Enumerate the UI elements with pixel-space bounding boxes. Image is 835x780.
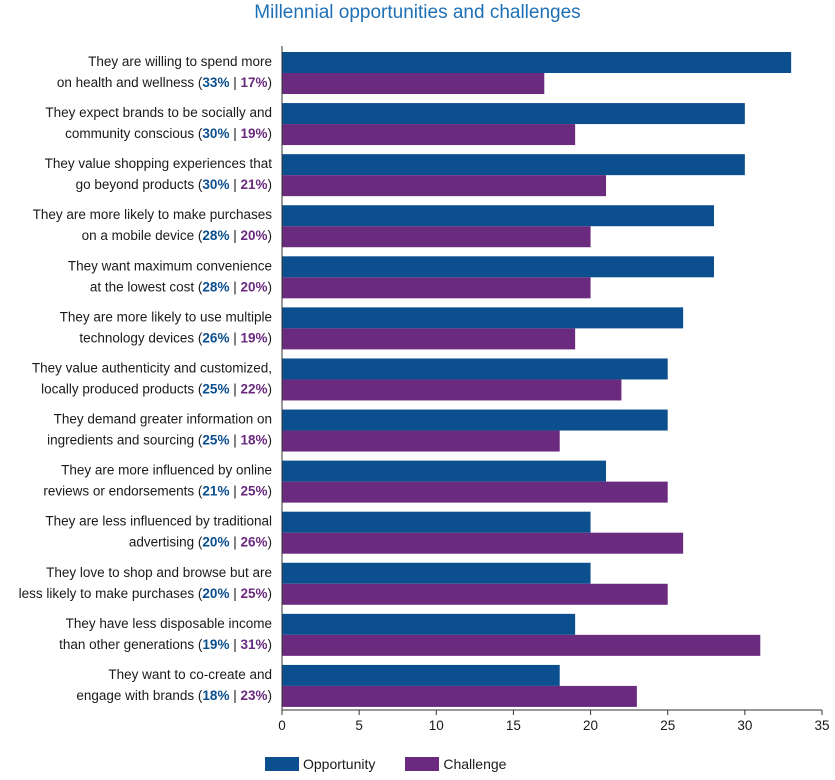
bar-challenge-9 <box>282 481 668 503</box>
bar-opportunity-2 <box>282 103 745 125</box>
category-label-5-line2: at the lowest cost (28% | 20%) <box>90 279 272 294</box>
bar-opportunity-8 <box>282 409 668 431</box>
chart-legend: Opportunity Challenge <box>265 756 506 772</box>
category-label-11-line1: They love to shop and browse but are <box>46 565 272 580</box>
category-label-6-line2: technology devices (26% | 19%) <box>79 330 272 345</box>
bar-challenge-1 <box>282 73 545 94</box>
category-label-10-line2: advertising (20% | 26%) <box>129 535 272 550</box>
category-label-2-line2: community conscious (30% | 19%) <box>65 126 272 141</box>
category-label-6-line1: They are more likely to use multiple <box>60 309 272 324</box>
x-tick-label-25: 25 <box>660 718 675 733</box>
x-tick-label-15: 15 <box>506 718 521 733</box>
legend-swatch-opportunity <box>265 757 299 771</box>
category-label-12-line2: than other generations (19% | 31%) <box>59 637 272 652</box>
x-tick-label-0: 0 <box>278 718 286 733</box>
bar-challenge-13 <box>282 685 637 707</box>
bar-opportunity-6 <box>282 307 684 329</box>
category-label-3-line2: go beyond products (30% | 21%) <box>76 177 272 192</box>
bar-challenge-4 <box>282 226 591 248</box>
legend-item-opportunity: Opportunity <box>265 756 375 772</box>
legend-label-opportunity: Opportunity <box>303 756 376 772</box>
bar-opportunity-5 <box>282 256 714 278</box>
category-label-3-line1: They value shopping experiences that <box>45 156 273 171</box>
bar-challenge-3 <box>282 175 606 197</box>
category-label-4-line2: on a mobile device (28% | 20%) <box>82 228 272 243</box>
legend-item-challenge: Challenge <box>405 756 506 772</box>
bar-opportunity-12 <box>282 613 576 635</box>
bar-challenge-2 <box>282 124 576 146</box>
category-label-7-line2: locally produced products (25% | 22%) <box>41 381 272 396</box>
legend-swatch-challenge <box>405 757 440 771</box>
category-label-12-line1: They have less disposable income <box>66 616 272 631</box>
bar-challenge-8 <box>282 430 560 452</box>
bar-challenge-5 <box>282 277 591 299</box>
bar-opportunity-3 <box>282 154 745 176</box>
category-label-8-line1: They demand greater information on <box>54 412 272 427</box>
category-label-11-line2: less likely to make purchases (20% | 25%… <box>19 586 272 601</box>
category-label-1-line1: They are willing to spend more <box>88 54 272 69</box>
category-label-10-line1: They are less influenced by traditional <box>45 514 272 529</box>
category-label-4-line1: They are more likely to make purchases <box>33 207 273 222</box>
x-tick-label-10: 10 <box>429 718 444 733</box>
bar-opportunity-7 <box>282 358 668 380</box>
category-label-2-line1: They expect brands to be socially and <box>45 105 272 120</box>
category-label-13-line2: engage with brands (18% | 23%) <box>76 688 272 703</box>
category-label-9-line2: reviews or endorsements (21% | 25%) <box>43 484 272 499</box>
category-label-9-line1: They are more influenced by online <box>61 463 272 478</box>
bar-opportunity-9 <box>282 460 606 482</box>
category-label-5-line1: They want maximum convenience <box>68 258 272 273</box>
bar-challenge-6 <box>282 328 576 350</box>
bar-opportunity-1 <box>282 52 792 73</box>
bar-challenge-10 <box>282 532 684 554</box>
bar-challenge-11 <box>282 583 668 605</box>
bar-opportunity-13 <box>282 664 560 686</box>
bar-opportunity-4 <box>282 205 714 227</box>
bar-opportunity-10 <box>282 511 591 533</box>
chart-title: Millennial opportunities and challenges <box>254 2 581 23</box>
bar-opportunity-11 <box>282 562 591 584</box>
x-tick-label-35: 35 <box>814 718 829 733</box>
bar-challenge-7 <box>282 379 622 401</box>
legend-label-challenge: Challenge <box>443 756 507 772</box>
category-label-13-line1: They want to co-create and <box>108 667 272 682</box>
category-label-7-line1: They value authenticity and customized, <box>32 360 272 375</box>
category-label-8-line2: ingredients and sourcing (25% | 18%) <box>47 433 272 448</box>
x-tick-label-30: 30 <box>737 718 752 733</box>
x-tick-label-5: 5 <box>355 718 363 733</box>
x-tick-label-20: 20 <box>583 718 598 733</box>
category-label-1-line2: on health and wellness (33% | 17%) <box>57 75 272 90</box>
bar-challenge-12 <box>282 634 761 656</box>
